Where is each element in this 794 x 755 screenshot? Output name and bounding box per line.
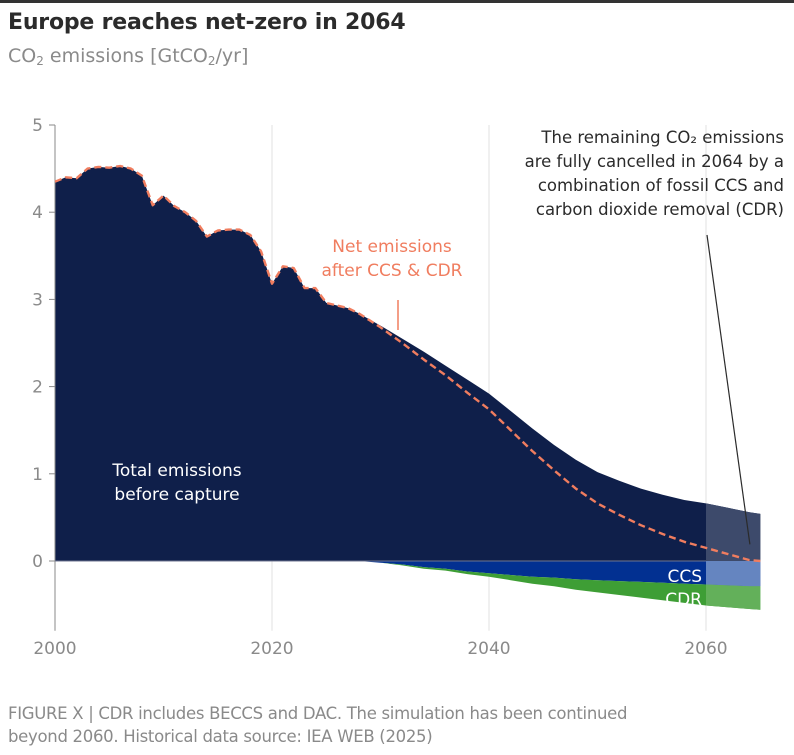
- label-net-emissions-line: Net emissions: [332, 237, 452, 257]
- label-total-emissions-line: before capture: [114, 485, 239, 505]
- emissions-chart: 0 1 2 3 4 5 2000 2020 2040 2060 Total emissions be…: [32, 116, 784, 659]
- x-tick-label: 2060: [684, 639, 727, 659]
- top-rule: [0, 0, 794, 3]
- label-cdr: CDR: [665, 590, 702, 610]
- subtitle-part: /yr]: [215, 45, 249, 67]
- projection-cdr: [706, 584, 761, 610]
- subtitle-part: CO: [8, 45, 37, 67]
- y-tick-label: 1: [32, 465, 43, 485]
- x-tick-label: 2020: [250, 639, 293, 659]
- caption-line-1: FIGURE X | CDR includes BECCS and DAC. T…: [8, 704, 628, 723]
- annotation-net-zero-line: The remaining CO₂ emissions: [540, 128, 784, 147]
- label-total-emissions-line: Total emissions: [111, 461, 241, 481]
- subtitle-part: emissions [GtCO: [43, 45, 208, 67]
- label-ccs: CCS: [667, 567, 702, 587]
- y-tick-label: 0: [32, 552, 43, 572]
- y-tick-label: 2: [32, 378, 43, 398]
- annotation-net-zero-line: are fully cancelled in 2064 by a: [525, 152, 784, 171]
- label-net-emissions: Net emissions after CCS & CDR: [322, 237, 463, 281]
- label-total-emissions: Total emissions before capture: [111, 461, 241, 505]
- annotation-net-zero-line: carbon dioxide removal (CDR): [536, 200, 784, 219]
- chart-labels: Total emissions before capture Net emissio…: [111, 128, 784, 610]
- subtitle-subscript: 2: [36, 54, 44, 68]
- caption-line-2: beyond 2060. Historical data source: IEA…: [8, 727, 433, 746]
- line-net-emissions: [54, 164, 761, 563]
- x-tick-label: 2000: [33, 639, 76, 659]
- area-cdr: [55, 561, 761, 610]
- line-series: [54, 164, 761, 563]
- axes: 0 1 2 3 4 5 2000 2020 2040 2060: [32, 116, 761, 659]
- chart-subtitle: CO2 emissions [GtCO2/yr]: [8, 45, 248, 68]
- area-series: [55, 166, 761, 610]
- y-tick-label: 4: [32, 203, 43, 223]
- label-net-emissions-line: after CCS & CDR: [322, 261, 463, 281]
- figure-caption: FIGURE X | CDR includes BECCS and DAC. T…: [8, 702, 794, 748]
- projection-total: [706, 503, 761, 561]
- area-total-emissions: [55, 166, 761, 561]
- annotation-pointer: [706, 234, 751, 545]
- chart-title: Europe reaches net-zero in 2064: [8, 10, 406, 35]
- annotation-net-zero-line: combination of fossil CCS and: [538, 176, 784, 195]
- x-tick-label: 2040: [467, 639, 510, 659]
- y-tick-label: 3: [32, 290, 43, 310]
- y-tick-label: 5: [32, 116, 43, 136]
- projection-ccs: [706, 561, 761, 587]
- area-ccs: [55, 561, 761, 587]
- subtitle-subscript: 2: [207, 54, 216, 68]
- annotation-net-zero: The remaining CO₂ emissions are fully can…: [525, 128, 784, 219]
